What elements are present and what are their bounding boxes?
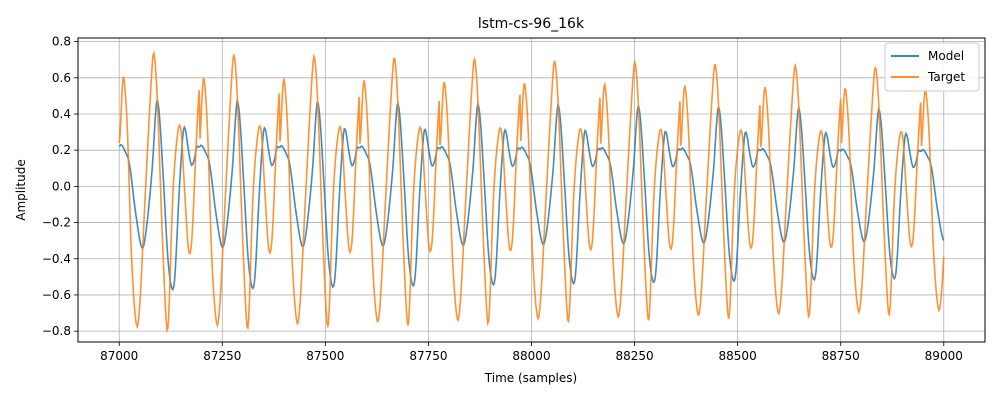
- x-tick-label: 87250: [203, 349, 241, 363]
- y-tick-label: 0.4: [52, 107, 71, 121]
- x-tick-label: 88000: [512, 349, 550, 363]
- y-tick-label: −0.4: [42, 252, 71, 266]
- y-tick-label: −0.2: [42, 216, 71, 230]
- y-tick-label: −0.6: [42, 288, 71, 302]
- x-axis-label: Time (samples): [484, 371, 577, 385]
- x-axis-ticks: 87000 87250 87500 87750 88000 88250 88500 88750…: [100, 342, 963, 363]
- y-axis-ticks: −0.8 −0.6 −0.4 −0.2 0.0 0.2 0.4 0.6 0.8: [42, 35, 78, 338]
- chart-title: lstm-cs-96_16k: [478, 16, 585, 32]
- series-line-model: [118, 98, 945, 292]
- series-line-target: [118, 49, 945, 334]
- legend: Model Target: [884, 42, 980, 92]
- y-tick-label: 0.2: [52, 143, 71, 157]
- x-tick-label: 87750: [409, 349, 447, 363]
- x-tick-label: 87000: [100, 349, 138, 363]
- legend-label: Target: [927, 70, 965, 84]
- y-tick-label: 0.0: [52, 179, 71, 193]
- x-tick-label: 88750: [822, 349, 860, 363]
- legend-box: [884, 42, 980, 92]
- y-axis-label: Amplitude: [14, 159, 28, 221]
- y-tick-label: −0.8: [42, 324, 71, 338]
- x-tick-label: 87500: [306, 349, 344, 363]
- series-lines: [118, 49, 945, 334]
- y-tick-label: 0.6: [52, 71, 71, 85]
- x-tick-label: 88500: [719, 349, 757, 363]
- y-tick-label: 0.8: [52, 35, 71, 49]
- x-tick-label: 88250: [615, 349, 653, 363]
- x-tick-label: 89000: [925, 349, 963, 363]
- legend-label: Model: [928, 49, 964, 63]
